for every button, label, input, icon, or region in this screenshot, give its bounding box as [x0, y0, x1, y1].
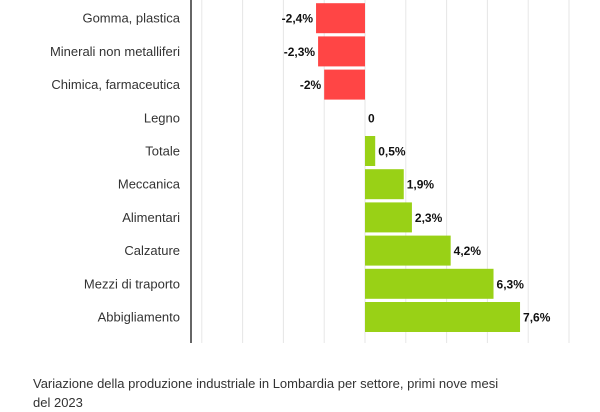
- bar: [316, 3, 365, 34]
- value-label: 0,5%: [378, 145, 406, 159]
- bar: [365, 268, 494, 299]
- chart-caption: Variazione della produzione industriale …: [33, 374, 573, 412]
- category-label: Abbigliamento: [98, 310, 180, 325]
- value-label: 2,3%: [415, 211, 443, 225]
- category-label: Legno: [144, 110, 180, 125]
- bar: [365, 136, 376, 166]
- bar: [365, 302, 521, 332]
- value-label: -2%: [300, 78, 322, 92]
- value-label: 6,3%: [497, 277, 525, 291]
- caption-line-2: del 2023: [33, 395, 83, 410]
- value-label: 0: [368, 111, 375, 125]
- category-label: Mezzi di traporto: [84, 276, 180, 291]
- category-label: Totale: [145, 144, 180, 159]
- value-label: -2,4%: [282, 12, 314, 26]
- category-label: Chimica, farmaceutica: [51, 77, 180, 92]
- bar: [324, 69, 365, 100]
- bar: [318, 36, 365, 67]
- value-label: 1,9%: [407, 178, 435, 192]
- category-label: Meccanica: [118, 177, 181, 192]
- value-label: 4,2%: [454, 244, 482, 258]
- value-label: -2,3%: [284, 45, 316, 59]
- bar: [365, 202, 412, 233]
- bar-chart: Gomma, plastica -2,4% Minerali non metalli…: [50, 0, 570, 343]
- category-label: Calzature: [124, 243, 180, 258]
- bar: [365, 235, 451, 266]
- bar: [365, 169, 404, 200]
- value-label: 7,6%: [523, 311, 551, 325]
- category-label: Gomma, plastica: [82, 11, 180, 26]
- category-label: Alimentari: [122, 210, 180, 225]
- caption-line-1: Variazione della produzione industriale …: [33, 376, 499, 391]
- category-label: Minerali non metalliferi: [50, 44, 180, 59]
